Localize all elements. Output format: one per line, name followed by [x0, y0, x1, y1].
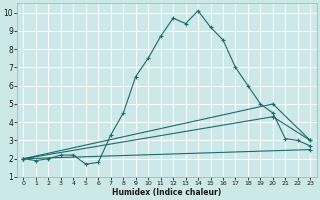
X-axis label: Humidex (Indice chaleur): Humidex (Indice chaleur) [112, 188, 221, 197]
